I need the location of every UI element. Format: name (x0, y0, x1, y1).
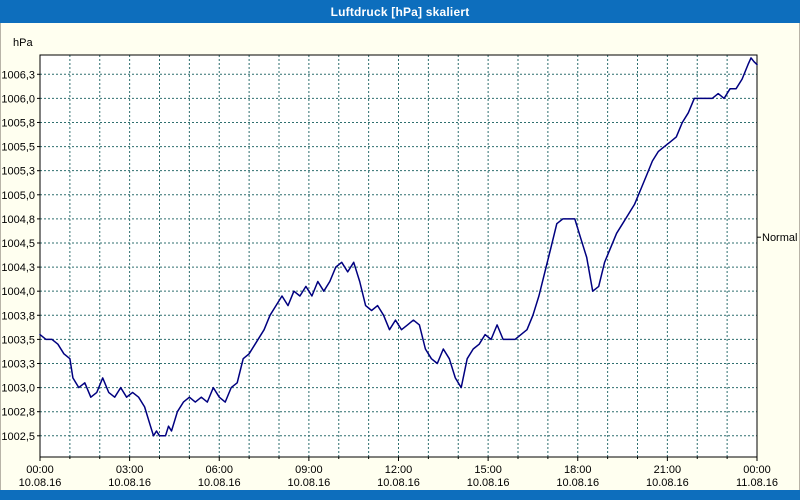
y-tick-label: 1005,3 (1, 166, 35, 178)
y-tick-label: 1003,8 (1, 310, 35, 322)
y-tick-label: 1003,5 (1, 334, 35, 346)
chart-svg: 1006,3 1006,0 1005,8 1005,5 1005,3 1005,0 1004… (1, 37, 797, 489)
plot-border (39, 54, 758, 458)
x-tick-date: 10.08.16 (377, 477, 420, 489)
x-tick-time: 06:00 (205, 464, 233, 476)
x-tick-time: 03:00 (116, 464, 144, 476)
y-tick-label: 1003,3 (1, 358, 35, 370)
window-title: Luftdruck [hPa] skaliert (330, 4, 470, 19)
x-tick-date: 10.08.16 (556, 477, 599, 489)
x-tick-date: 10.08.16 (646, 477, 689, 489)
x-tick-date: 10.08.16 (287, 477, 330, 489)
y-tick-label: 1006,3 (1, 69, 35, 81)
x-tick-date: 10.08.16 (467, 477, 510, 489)
y-tick-label: 1004,3 (1, 262, 35, 274)
x-tick-date: 10.08.16 (19, 477, 62, 489)
bottom-bar (0, 490, 800, 500)
x-tick-time: 00:00 (26, 464, 54, 476)
x-tick-date: 11.08.16 (736, 477, 778, 489)
x-tick-time: 15:00 (474, 464, 502, 476)
y-tick-label: 1004,8 (1, 214, 35, 226)
y-tick-label: 1004,5 (1, 238, 35, 250)
x-tick-time: 21:00 (654, 464, 682, 476)
pressure-line (39, 57, 758, 437)
x-tick-date: 10.08.16 (198, 477, 241, 489)
y-tick-label: 1002,8 (1, 407, 35, 419)
x-tick-time: 12:00 (385, 464, 413, 476)
x-tick-date: 10.08.16 (108, 477, 151, 489)
y-tick-label: 1005,5 (1, 142, 35, 154)
x-tick-time: 18:00 (564, 464, 592, 476)
y-tick-label: 1004,0 (1, 286, 35, 298)
y-tick-label: 1005,0 (1, 190, 35, 202)
chart-area: 1006,3 1006,0 1005,8 1005,5 1005,3 1005,0 1004… (0, 23, 800, 490)
window-title-bar: Luftdruck [hPa] skaliert (0, 0, 800, 23)
y-tick-label: 1003,0 (1, 383, 35, 395)
x-tick-time: 09:00 (295, 464, 323, 476)
y-tick-label: 1006,0 (1, 93, 35, 105)
y-tick-label: 1005,8 (1, 117, 35, 129)
normal-label: Normal (762, 232, 797, 244)
y-axis-unit: hPa (13, 37, 33, 49)
y-tick-label: 1002,5 (1, 431, 35, 443)
x-tick-time: 00:00 (743, 464, 771, 476)
